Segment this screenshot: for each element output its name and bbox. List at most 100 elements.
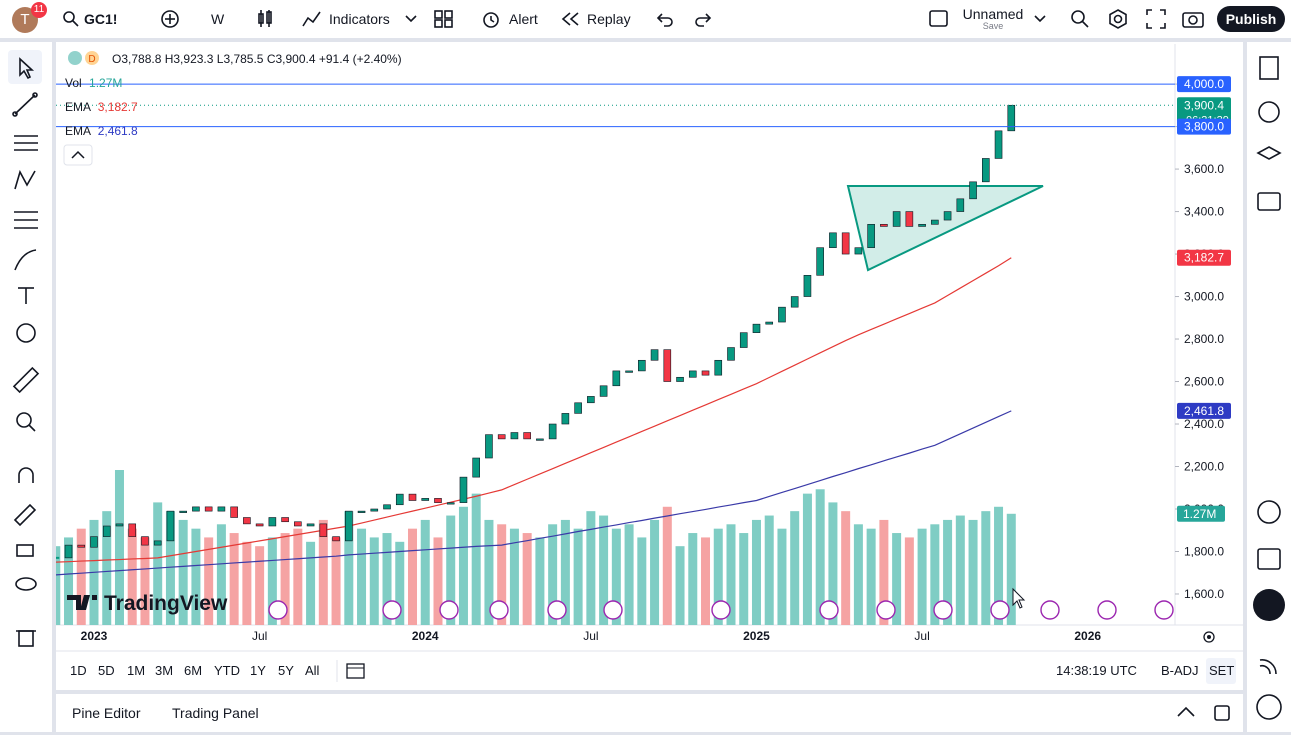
range-button[interactable]: 3M <box>155 663 174 678</box>
volume-bar <box>548 524 558 625</box>
event-marker[interactable] <box>819 600 839 620</box>
indicators-button[interactable]: Indicators <box>302 0 418 38</box>
panel-expand[interactable] <box>1176 705 1196 719</box>
settings[interactable] <box>1107 8 1129 30</box>
range-button[interactable]: 1M <box>127 663 146 678</box>
lock-tool[interactable] <box>16 544 34 557</box>
layout-checkbox[interactable] <box>929 10 949 28</box>
delete-tool[interactable] <box>16 630 36 647</box>
interval[interactable]: W <box>211 11 225 27</box>
layout-name[interactable]: Unnamed <box>962 6 1024 22</box>
event-marker[interactable] <box>382 600 402 620</box>
quick-search[interactable] <box>1070 8 1090 30</box>
event-marker[interactable] <box>1040 600 1060 620</box>
event-marker[interactable] <box>268 600 288 620</box>
panel-maximize[interactable] <box>1213 704 1231 722</box>
event-marker[interactable] <box>489 600 509 620</box>
event-marker[interactable] <box>1154 600 1174 620</box>
candle-body <box>243 517 251 525</box>
candle-body <box>319 523 328 537</box>
calendar[interactable] <box>1257 548 1281 570</box>
volume-bar <box>331 537 341 625</box>
emoji-tool[interactable] <box>16 323 36 343</box>
symbol-search[interactable]: GC1! <box>62 0 117 38</box>
volume-bar <box>904 537 914 625</box>
event-markers <box>268 600 1174 620</box>
range-button[interactable]: 1Y <box>250 663 266 678</box>
range-button[interactable]: 5Y <box>278 663 294 678</box>
goto-date[interactable] <box>346 663 365 679</box>
event-marker[interactable] <box>603 600 623 620</box>
streams[interactable] <box>1259 659 1277 675</box>
object-tree[interactable] <box>1256 146 1282 160</box>
layout-chevron[interactable] <box>1033 14 1047 24</box>
event-marker[interactable] <box>1097 600 1117 620</box>
volume-bar <box>611 528 621 625</box>
candle-body <box>523 432 531 440</box>
publish-button[interactable]: Publish <box>1217 6 1285 32</box>
add-symbol[interactable] <box>160 9 180 29</box>
help[interactable] <box>1256 694 1282 720</box>
chats[interactable] <box>1257 192 1281 211</box>
alerts[interactable] <box>1258 101 1280 123</box>
adjust-toggle[interactable]: B-ADJ <box>1161 663 1199 678</box>
candle-body <box>192 506 200 512</box>
volume-bar <box>688 533 698 625</box>
event-marker[interactable] <box>990 600 1010 620</box>
alert-icon <box>483 12 499 28</box>
layouts-icon[interactable] <box>434 10 454 28</box>
ideas[interactable] <box>1257 500 1281 524</box>
volume-bar <box>828 502 838 625</box>
lock-drawing-tool[interactable] <box>13 503 37 527</box>
candle-body <box>816 247 824 276</box>
session-toggle[interactable]: SET <box>1209 663 1235 678</box>
event-marker[interactable] <box>876 600 896 620</box>
pattern-tool[interactable] <box>14 169 36 190</box>
apps[interactable] <box>1253 589 1285 621</box>
volume-bar <box>114 470 124 625</box>
collapse-legend[interactable] <box>63 144 93 166</box>
zoom-tool[interactable] <box>16 412 36 432</box>
volume-bar <box>165 511 175 625</box>
panel-tab[interactable]: Pine Editor <box>72 705 141 721</box>
mouse-cursor <box>1012 587 1026 609</box>
range-button[interactable]: 5D <box>98 663 115 678</box>
range-button[interactable]: 1D <box>70 663 87 678</box>
ruler-tool[interactable] <box>12 366 40 394</box>
volume-bar <box>497 524 507 625</box>
forecast-tool[interactable] <box>14 211 38 229</box>
snapshot[interactable] <box>1182 9 1204 29</box>
brush-tool[interactable] <box>14 249 37 271</box>
fullscreen[interactable] <box>1146 9 1166 29</box>
event-marker[interactable] <box>933 600 953 620</box>
event-marker[interactable] <box>547 600 567 620</box>
redo[interactable] <box>694 11 712 27</box>
chart-style[interactable] <box>256 9 274 29</box>
candle-body <box>612 370 621 387</box>
volume-bar <box>280 533 290 625</box>
undo[interactable] <box>656 11 674 27</box>
axis-settings[interactable] <box>1203 631 1215 643</box>
cursor-tool[interactable] <box>19 57 35 80</box>
magnet-tool[interactable] <box>18 467 34 483</box>
panel-tab[interactable]: Trading Panel <box>172 705 259 721</box>
range-button[interactable]: All <box>305 663 320 678</box>
candle-body <box>217 506 226 512</box>
event-marker[interactable] <box>711 600 731 620</box>
trendline-tool[interactable] <box>12 92 38 117</box>
text-tool[interactable] <box>18 287 34 304</box>
replay-button[interactable]: Replay <box>561 0 631 38</box>
range-button[interactable]: YTD <box>214 663 240 678</box>
event-marker[interactable] <box>439 600 459 620</box>
volume-bar <box>701 537 711 625</box>
candle-body <box>64 544 73 559</box>
alert-button[interactable]: Alert <box>480 0 538 38</box>
volume-bar <box>994 506 1004 625</box>
watchlist[interactable] <box>1259 56 1279 80</box>
volume-bar <box>102 511 112 625</box>
volume-bar <box>420 519 430 625</box>
open: O3,788.8 <box>112 52 162 66</box>
fib-tool[interactable] <box>14 135 38 151</box>
hide-tool[interactable] <box>15 577 37 591</box>
range-button[interactable]: 6M <box>184 663 203 678</box>
